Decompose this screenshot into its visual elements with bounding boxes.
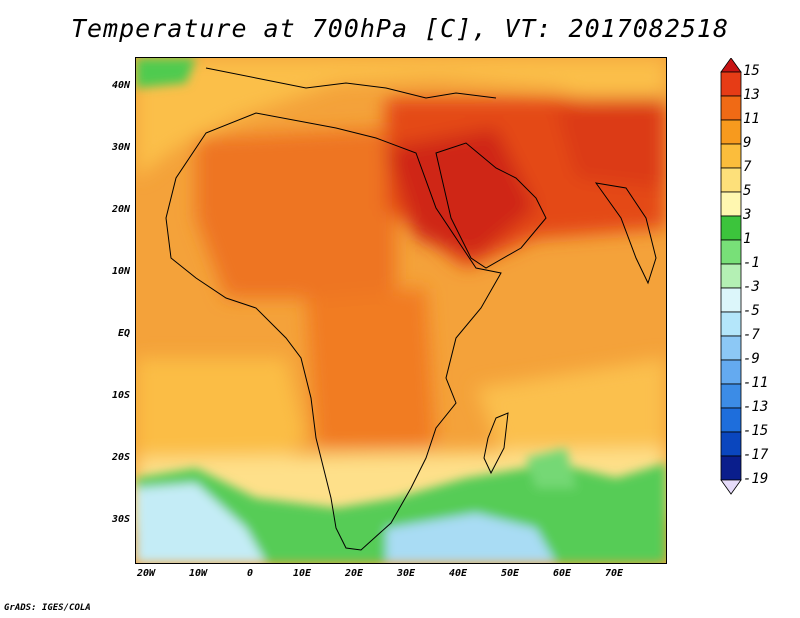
lat-label-10n: 10N: [111, 266, 130, 277]
colorbar-label: -3: [743, 279, 760, 295]
colorbar-label: 15: [743, 63, 760, 79]
lon-label-0: 0: [246, 568, 254, 579]
arabia-coastline: [435, 142, 547, 269]
grads-credit: GrADS: IGES/COLA: [4, 603, 91, 613]
lon-label-20w: 20W: [136, 568, 156, 579]
colorbar-segment: [720, 143, 742, 169]
lon-label-50e: 50E: [500, 568, 520, 579]
colorbar-segment: [720, 263, 742, 289]
lon-label-40e: 40E: [448, 568, 468, 579]
colorbar-label: -11: [743, 375, 769, 391]
colorbar-segment: [720, 335, 742, 361]
colorbar-top-arrow: [720, 58, 742, 73]
colorbar-segment: [720, 167, 742, 193]
colorbar-segment: [720, 407, 742, 433]
colorbar-segment: [720, 215, 742, 241]
lat-label-eq: EQ: [117, 328, 130, 339]
colorbar-bottom-arrow: [720, 479, 742, 495]
colorbar-label: 13: [743, 87, 760, 103]
chart-title: Temperature at 700hPa [C], VT: 201708251…: [70, 14, 730, 43]
lon-label-10w: 10W: [188, 568, 208, 579]
colorbar-segment: [720, 431, 742, 457]
colorbar-segment: [720, 359, 742, 385]
colorbar-label: -7: [743, 327, 760, 343]
colorbar-segment: [720, 95, 742, 121]
madagascar-outline: [483, 412, 509, 475]
lon-label-30e: 30E: [396, 568, 416, 579]
india-coastline: [594, 182, 657, 285]
lon-label-20e: 20E: [344, 568, 364, 579]
colorbar-segment: [720, 239, 742, 265]
colorbar-label: -15: [743, 423, 769, 439]
colorbar-label: 5: [743, 183, 752, 199]
lat-label-10s: 10S: [111, 390, 130, 401]
colorbar: [720, 58, 742, 495]
colorbar-segment: [720, 287, 742, 313]
colorbar-label: -1: [743, 255, 760, 271]
colorbar-label: -13: [743, 399, 769, 415]
lat-label-40n: 40N: [111, 80, 130, 91]
colorbar-segment: [720, 455, 742, 481]
lat-label-30n: 30N: [111, 142, 130, 153]
lon-label-10e: 10E: [292, 568, 312, 579]
colorbar-label: 9: [743, 135, 752, 151]
africa-coastline: [165, 112, 502, 551]
colorbar-label: 3: [743, 207, 752, 223]
colorbar-label: -19: [743, 471, 769, 487]
lat-label-20s: 20S: [111, 452, 130, 463]
colorbar-segment: [720, 311, 742, 337]
colorbar-segment: [720, 119, 742, 145]
colorbar-label: 11: [743, 111, 760, 127]
colorbar-label: -17: [743, 447, 769, 463]
colorbar-segment: [720, 383, 742, 409]
colorbar-label: -9: [743, 351, 760, 367]
colorbar-label: -5: [743, 303, 760, 319]
lat-label-30s: 30S: [111, 514, 130, 525]
colorbar-segment: [720, 71, 742, 97]
lon-label-60e: 60E: [552, 568, 572, 579]
colorbar-label: 1: [743, 231, 752, 247]
colorbar-segment: [720, 191, 742, 217]
colorbar-label: 7: [743, 159, 752, 175]
europe-coastline: [205, 67, 497, 99]
lat-label-20n: 20N: [111, 204, 130, 215]
temperature-map: [135, 57, 667, 564]
lon-label-70e: 70E: [604, 568, 624, 579]
